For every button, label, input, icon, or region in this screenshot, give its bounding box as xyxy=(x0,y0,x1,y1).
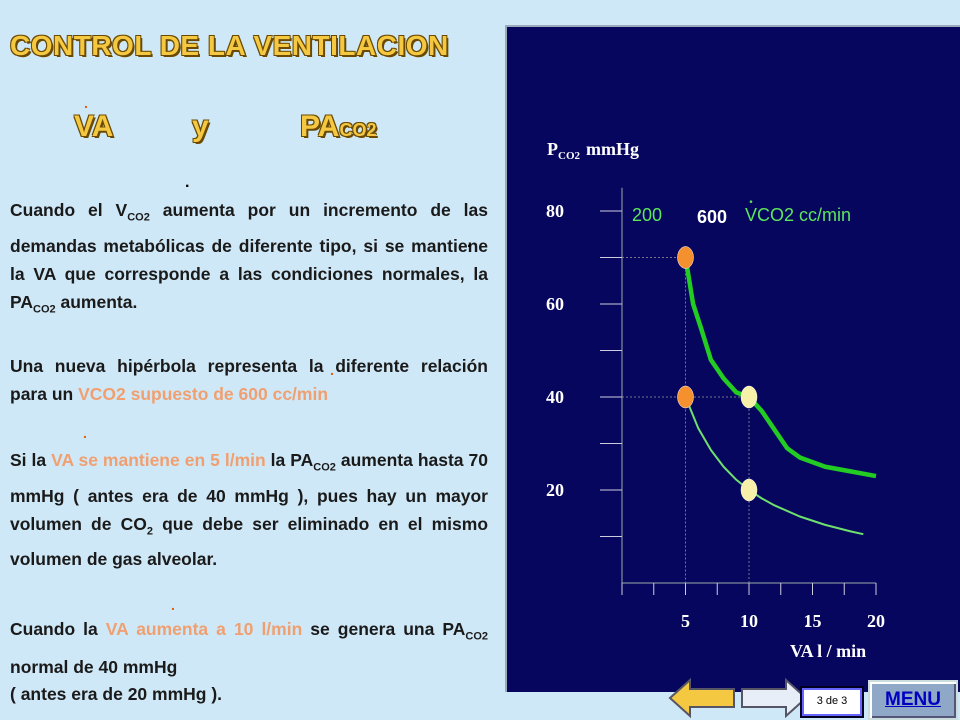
subtitle-pa: PACO2 xyxy=(300,110,377,143)
subtitle-y: y xyxy=(192,110,209,143)
chart-panel: 20 40 60 80 5 10 15 20 PCO2 mmHg VA l / min . 20… xyxy=(505,25,960,692)
page-title: CONTROL DE LA VENTILACION xyxy=(10,30,449,61)
forward-arrow-icon[interactable] xyxy=(738,676,808,720)
data-point xyxy=(740,385,758,409)
paragraph-2: Una nueva hipérbola representa la difere… xyxy=(10,356,488,404)
series-200-line xyxy=(684,396,864,536)
legend-600: 600 xyxy=(697,207,727,227)
y-axis-label: PCO2 mmHg xyxy=(547,139,639,162)
y-tick-label: 60 xyxy=(546,294,564,314)
dot-accent: . xyxy=(467,234,472,251)
legend-unit: VCO2 cc/min xyxy=(745,205,851,225)
dot-accent: . xyxy=(83,425,87,441)
data-point xyxy=(677,246,694,269)
dot-accent: . xyxy=(805,616,809,631)
legend-200: 200 xyxy=(632,205,662,225)
x-axis-label: VA l / min xyxy=(790,641,866,661)
dot-accent: . xyxy=(171,597,175,613)
x-tick-label: 20 xyxy=(867,611,885,631)
page-indicator: 3 de 3 xyxy=(800,686,864,718)
x-tick-label: 5 xyxy=(681,611,690,631)
series-600-line xyxy=(683,257,877,479)
dot-accent: . xyxy=(330,362,334,378)
dot-accent: . xyxy=(749,190,753,207)
dot-accent: . xyxy=(84,95,88,111)
subtitle-va: VA xyxy=(74,110,114,143)
y-tick-label: 80 xyxy=(546,201,564,221)
paragraph-4: Cuando la VA aumenta a 10 l/min se gener… xyxy=(10,619,488,677)
paragraph-3: Si la VA se mantiene en 5 l/min la PACO2… xyxy=(10,450,489,569)
x-tick-label: 15 xyxy=(804,611,822,631)
back-arrow-icon[interactable] xyxy=(668,676,738,720)
chart: 20 40 60 80 5 10 15 20 PCO2 mmHg VA l / min . 20… xyxy=(546,139,885,661)
data-point xyxy=(677,385,694,409)
x-tick-label: 10 xyxy=(740,611,758,631)
dot-accent: . xyxy=(185,174,190,191)
data-point xyxy=(740,478,758,502)
y-tick-label: 40 xyxy=(546,387,564,407)
menu-button[interactable]: MENU xyxy=(868,680,958,720)
y-tick-label: 20 xyxy=(546,480,564,500)
chart-axes: 20 40 60 80 5 10 15 20 xyxy=(546,187,885,631)
paragraph-1: Cuando el VCO2 aumenta por un incremento… xyxy=(10,200,488,315)
chart-series xyxy=(683,257,877,536)
chart-points xyxy=(677,246,758,502)
paragraph-4-end: ( antes era de 20 mmHg ). xyxy=(10,684,223,704)
